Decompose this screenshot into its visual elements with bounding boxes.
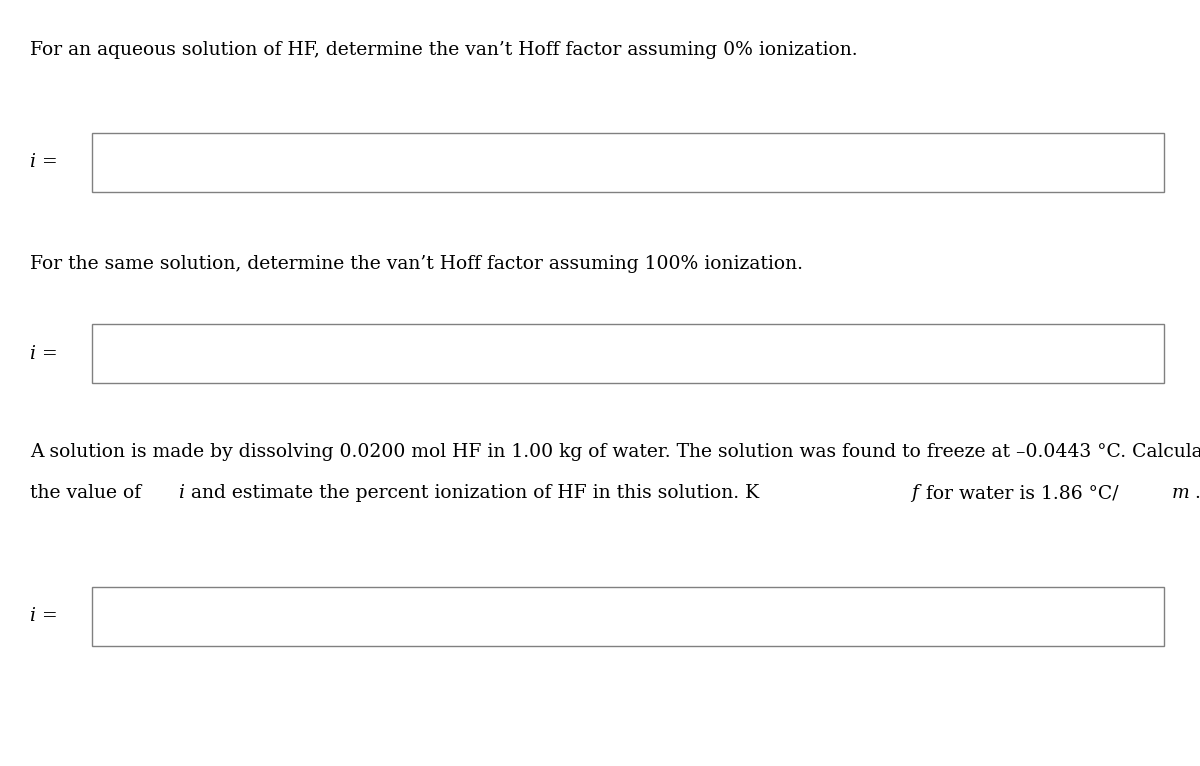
Text: .: .	[1194, 484, 1200, 502]
FancyBboxPatch shape	[92, 325, 1164, 383]
Text: For an aqueous solution of HF, determine the van’t Hoff factor assuming 0% ioniz: For an aqueous solution of HF, determine…	[30, 41, 857, 60]
Text: i =: i =	[30, 607, 58, 626]
FancyBboxPatch shape	[92, 588, 1164, 646]
FancyBboxPatch shape	[92, 133, 1164, 192]
Text: For the same solution, determine the van’t Hoff factor assuming 100% ionization.: For the same solution, determine the van…	[30, 255, 803, 273]
Text: i: i	[178, 484, 184, 502]
Text: the value of: the value of	[30, 484, 146, 502]
Text: and estimate the percent ionization of HF in this solution. K: and estimate the percent ionization of H…	[185, 484, 760, 502]
Text: f: f	[911, 484, 918, 502]
Text: m: m	[1171, 484, 1189, 502]
Text: i =: i =	[30, 153, 58, 172]
Text: A solution is made by dissolving 0.0200 mol HF in 1.00 kg of water. The solution: A solution is made by dissolving 0.0200 …	[30, 443, 1200, 461]
Text: for water is 1.86 °C/: for water is 1.86 °C/	[920, 484, 1118, 502]
Text: i =: i =	[30, 345, 58, 363]
